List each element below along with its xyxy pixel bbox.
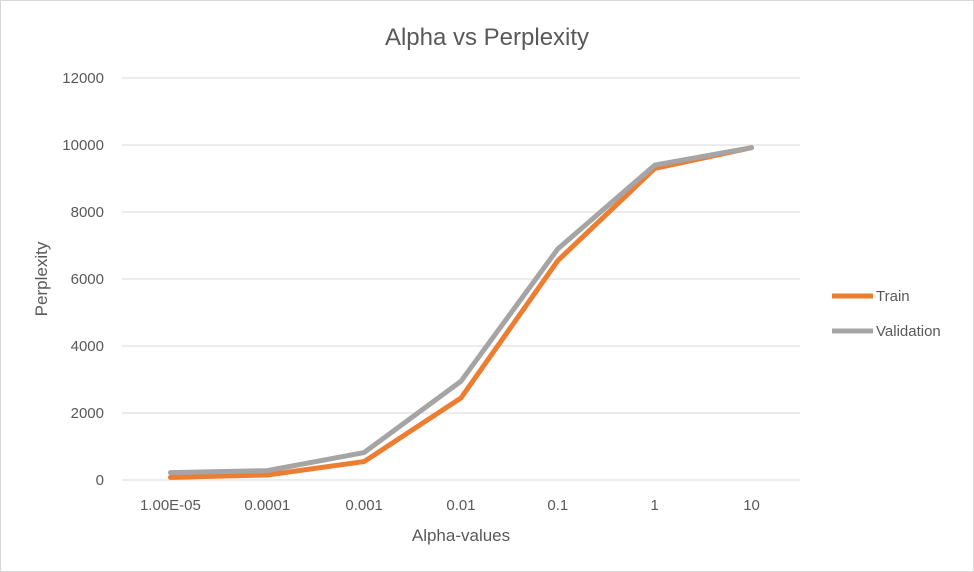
y-tick-label: 0 [96,472,104,489]
x-axis-label: Alpha-values [412,526,510,545]
y-tick-label: 4000 [71,338,104,355]
legend: Train Validation [832,288,941,340]
legend-label-validation: Validation [876,323,941,340]
y-tick-label: 6000 [71,271,104,288]
series-lines [167,145,755,480]
legend-label-train: Train [876,288,910,305]
x-tick-label: 10 [743,497,760,514]
x-tick-labels: 1.00E-05 0.0001 0.001 0.01 0.1 1 10 [140,497,760,514]
y-tick-label: 2000 [71,405,104,422]
y-tick-label: 8000 [71,204,104,221]
y-tick-label: 12000 [62,70,104,87]
x-tick-label: 0.1 [547,497,568,514]
x-tick-label: 0.01 [446,497,475,514]
x-tick-label: 1 [651,497,659,514]
y-tick-labels: 0 2000 4000 6000 8000 10000 12000 [62,70,104,489]
chart-title: Alpha vs Perplexity [385,24,589,51]
x-tick-label: 0.0001 [244,497,290,514]
y-axis-label: Perplexity [32,241,51,316]
series-line-train [167,145,755,480]
gridlines [122,77,800,481]
series-line-validation [167,145,755,476]
x-tick-label: 0.001 [345,497,383,514]
x-tick-label: 1.00E-05 [140,497,201,514]
y-tick-label: 10000 [62,137,104,154]
